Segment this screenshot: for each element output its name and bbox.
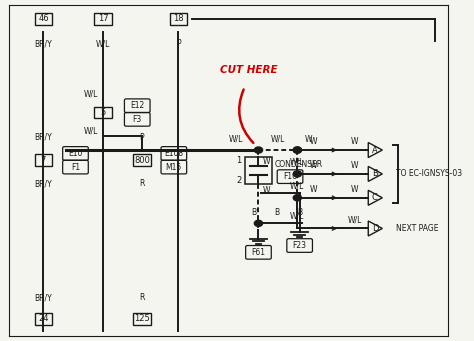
Text: W: W [263,157,271,166]
Text: NEXT PAGE: NEXT PAGE [396,224,438,233]
Text: W/L: W/L [290,158,304,166]
Text: TO EC-IGNSYS-03: TO EC-IGNSYS-03 [396,169,462,178]
Text: W: W [305,135,312,144]
Text: BR/Y: BR/Y [35,133,52,142]
Text: 125: 125 [134,314,150,323]
Text: E12: E12 [130,101,145,110]
Text: W/L: W/L [84,89,99,98]
Circle shape [293,171,301,177]
Text: 2: 2 [237,176,242,185]
Text: CUT HERE: CUT HERE [219,65,277,75]
Bar [35,313,52,325]
Text: B: B [274,208,279,217]
Bar [94,13,111,25]
Text: W/L: W/L [290,212,304,221]
Text: R: R [139,179,145,188]
Text: M15: M15 [166,163,182,172]
Text: 800: 800 [134,156,150,165]
Text: BR/Y: BR/Y [35,294,52,302]
Text: W: W [310,137,317,146]
Text: F3: F3 [133,115,142,124]
Bar [35,13,52,25]
Text: W: W [263,186,271,195]
Text: C: C [372,193,378,202]
Text: B: B [297,208,302,217]
Text: W: W [351,185,358,194]
Text: 17: 17 [98,14,108,23]
Text: W: W [351,161,358,170]
Text: BR/Y: BR/Y [35,179,52,188]
Bar [245,157,272,184]
Text: B: B [372,169,378,178]
Text: F16: F16 [283,172,297,181]
Text: 18: 18 [173,14,184,23]
Text: W/L: W/L [290,181,304,190]
Text: R: R [139,294,145,302]
Text: P: P [176,39,181,48]
Bar [133,313,151,325]
Circle shape [293,195,301,201]
Text: CONDENSER: CONDENSER [274,160,323,169]
Text: BR/Y: BR/Y [35,39,52,48]
Circle shape [255,147,263,153]
Text: D: D [372,224,378,233]
Text: P: P [139,133,144,142]
Text: 1: 1 [237,156,242,165]
Circle shape [293,147,301,153]
Text: E10: E10 [68,149,82,158]
Bar [94,107,111,118]
Text: 5: 5 [100,108,106,117]
Bar [133,154,151,166]
Circle shape [293,147,301,153]
Text: W: W [351,137,358,146]
Text: W/L: W/L [347,216,362,224]
Text: F61: F61 [252,248,265,257]
Bar [35,154,52,166]
Text: W/L: W/L [271,135,285,144]
Text: 24: 24 [38,314,49,323]
Text: W/L: W/L [84,127,99,136]
Circle shape [255,220,263,226]
Text: B: B [251,208,256,217]
Text: E108: E108 [164,149,183,158]
Text: W/L: W/L [96,39,110,48]
Text: F1: F1 [71,163,80,172]
Text: F23: F23 [292,241,307,250]
Text: W: W [310,185,317,194]
Text: 46: 46 [38,14,49,23]
Text: W: W [310,161,317,170]
Text: A: A [372,146,378,154]
Text: 7: 7 [41,156,46,165]
Text: W/L: W/L [228,135,243,144]
Bar [170,13,187,25]
